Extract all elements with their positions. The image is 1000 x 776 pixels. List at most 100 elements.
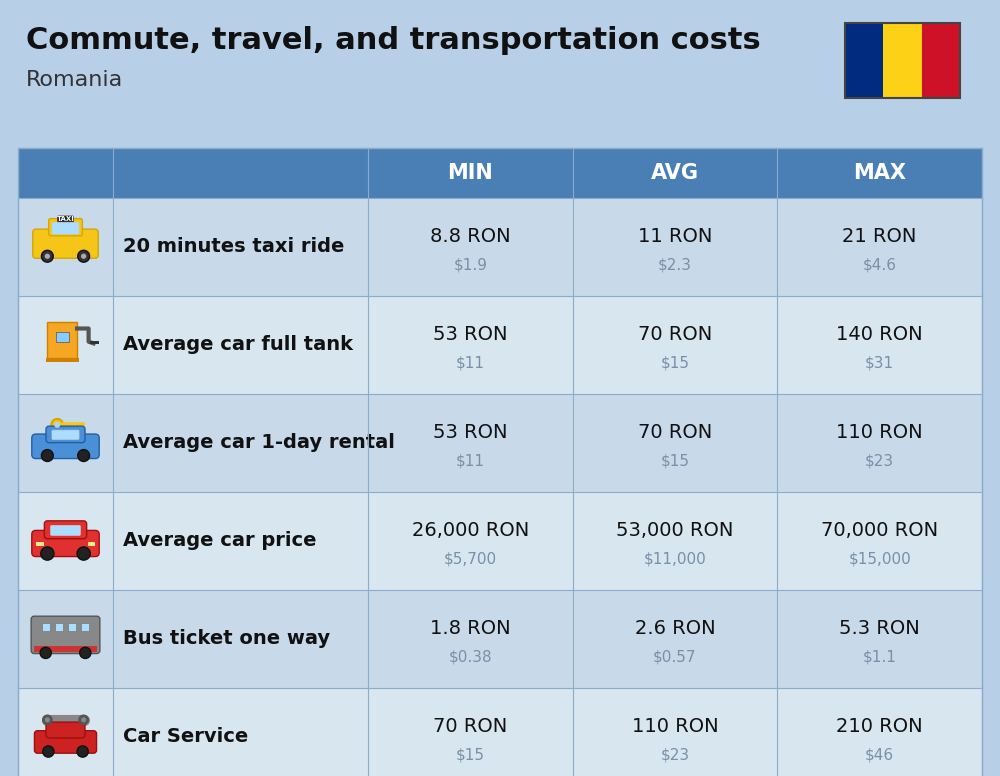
FancyBboxPatch shape (32, 434, 99, 459)
Text: 140 RON: 140 RON (836, 325, 923, 345)
Bar (88, 542, 95, 546)
Text: Average car price: Average car price (123, 532, 316, 550)
FancyBboxPatch shape (49, 219, 82, 236)
Text: $1.1: $1.1 (863, 650, 897, 664)
Text: $31: $31 (865, 355, 894, 370)
FancyBboxPatch shape (31, 616, 100, 653)
Text: $0.38: $0.38 (449, 650, 492, 664)
Text: $4.6: $4.6 (863, 258, 897, 272)
Circle shape (77, 746, 88, 757)
Text: Romania: Romania (26, 70, 123, 90)
Text: MAX: MAX (853, 163, 906, 183)
Circle shape (41, 251, 53, 262)
Bar (68, 623, 76, 632)
Text: 70 RON: 70 RON (638, 325, 712, 345)
Text: $15: $15 (456, 747, 485, 763)
Text: Average car 1-day rental: Average car 1-day rental (123, 434, 395, 452)
Text: 5.3 RON: 5.3 RON (839, 619, 920, 639)
Text: 20 minutes taxi ride: 20 minutes taxi ride (123, 237, 344, 257)
Bar (18, 296, 982, 394)
Text: AVG: AVG (651, 163, 699, 183)
Text: 70,000 RON: 70,000 RON (821, 521, 938, 541)
Circle shape (43, 716, 51, 724)
Bar (18, 492, 982, 590)
Text: $5,700: $5,700 (444, 552, 497, 566)
Bar (18, 590, 982, 688)
Circle shape (41, 449, 53, 462)
Bar (42, 623, 50, 632)
FancyBboxPatch shape (34, 731, 97, 753)
Text: Car Service: Car Service (123, 728, 248, 747)
FancyBboxPatch shape (51, 525, 80, 535)
Text: 110 RON: 110 RON (836, 424, 923, 442)
Bar (18, 394, 982, 492)
Text: $15: $15 (660, 453, 690, 469)
Text: 11 RON: 11 RON (638, 227, 712, 247)
Circle shape (40, 647, 51, 659)
Bar (81, 623, 89, 632)
FancyBboxPatch shape (32, 531, 99, 556)
Text: MIN: MIN (447, 163, 493, 183)
Bar (55, 623, 63, 632)
Bar (883, 23, 922, 98)
FancyBboxPatch shape (46, 426, 85, 442)
Text: 53 RON: 53 RON (433, 424, 508, 442)
FancyBboxPatch shape (46, 722, 85, 738)
Text: 26,000 RON: 26,000 RON (412, 521, 529, 541)
Bar (18, 688, 982, 776)
Bar (34, 646, 97, 652)
Bar (46, 359, 79, 362)
Text: $23: $23 (660, 747, 690, 763)
Text: 8.8 RON: 8.8 RON (430, 227, 511, 247)
Circle shape (78, 251, 90, 262)
Circle shape (51, 419, 63, 431)
Text: 210 RON: 210 RON (836, 718, 923, 736)
Text: $15,000: $15,000 (848, 552, 911, 566)
Text: 53 RON: 53 RON (433, 325, 508, 345)
Text: $23: $23 (865, 453, 894, 469)
Bar (36, 542, 44, 546)
Bar (18, 198, 982, 296)
FancyBboxPatch shape (44, 521, 87, 539)
Circle shape (41, 547, 54, 560)
Text: Bus ticket one way: Bus ticket one way (123, 629, 330, 649)
Circle shape (81, 254, 86, 259)
Text: 53,000 RON: 53,000 RON (616, 521, 734, 541)
Circle shape (77, 547, 90, 560)
Circle shape (54, 422, 60, 428)
Text: 1.8 RON: 1.8 RON (430, 619, 511, 639)
Text: $15: $15 (660, 355, 690, 370)
Text: $0.57: $0.57 (653, 650, 697, 664)
Text: 2.6 RON: 2.6 RON (635, 619, 715, 639)
Circle shape (43, 746, 54, 757)
Bar (90, 341, 98, 344)
Bar (56, 332, 69, 341)
FancyBboxPatch shape (57, 216, 74, 223)
Circle shape (80, 647, 91, 659)
Text: 70 RON: 70 RON (638, 424, 712, 442)
Bar (922, 23, 960, 98)
FancyBboxPatch shape (33, 229, 98, 258)
Text: $11,000: $11,000 (644, 552, 706, 566)
Bar (845, 23, 960, 98)
Text: 70 RON: 70 RON (433, 718, 507, 736)
Text: $11: $11 (456, 355, 485, 370)
Text: 110 RON: 110 RON (632, 718, 718, 736)
Text: $11: $11 (456, 453, 485, 469)
Circle shape (80, 716, 88, 724)
Circle shape (78, 449, 90, 462)
Text: 21 RON: 21 RON (842, 227, 917, 247)
Text: $46: $46 (865, 747, 894, 763)
Text: Average car full tank: Average car full tank (123, 335, 353, 355)
FancyBboxPatch shape (52, 430, 79, 439)
Bar (845, 23, 883, 98)
Bar (18, 148, 982, 776)
FancyBboxPatch shape (52, 222, 79, 234)
Circle shape (45, 254, 50, 259)
Bar (18, 148, 982, 198)
Text: TAXI: TAXI (57, 217, 74, 222)
Text: Commute, travel, and transportation costs: Commute, travel, and transportation cost… (26, 26, 761, 55)
Bar (47, 322, 77, 359)
Text: $2.3: $2.3 (658, 258, 692, 272)
Text: $1.9: $1.9 (453, 258, 487, 272)
